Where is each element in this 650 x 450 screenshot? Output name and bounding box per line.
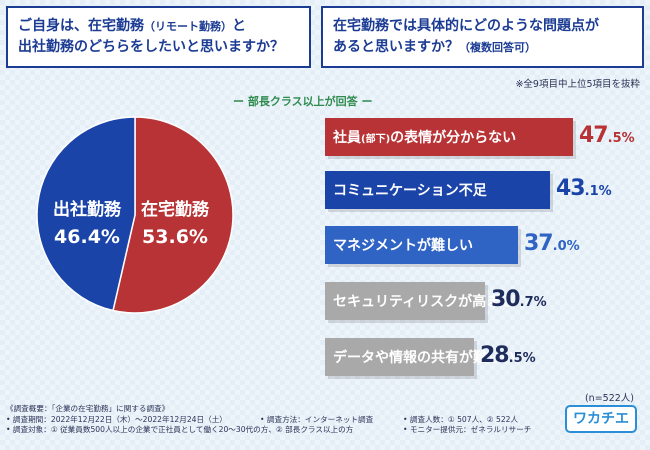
pie-slice-zaitaku xyxy=(112,116,234,314)
sample-size-note: (n=522人) xyxy=(584,393,634,404)
bar-data-sharing: データや情報の共有が難しい xyxy=(325,338,515,376)
bar-label-management: マネジメントが難しい xyxy=(333,238,473,254)
bar-value-management: 37.0% xyxy=(524,231,580,256)
question-2-paren: （複数回答可） xyxy=(459,41,536,54)
pie-value-zaitaku: 53.6% xyxy=(142,226,208,248)
bar-security: セキュリティリスクが高まる xyxy=(325,282,514,320)
bar-label-data-sharing: データや情報の共有が難しい xyxy=(333,350,515,366)
question-1-text: ご自身は、在宅勤務 xyxy=(18,18,144,34)
footer-title: 《調査概要：「企業の在宅勤務」に関する調査》 xyxy=(6,404,170,413)
pie-label-zaitaku: 在宅勤務 xyxy=(141,199,210,220)
question-1-line2: 出社勤務のどちらをしたいと思いますか？ xyxy=(18,39,284,55)
excerpt-note: ※全9項目中上位5項目を抜粋 xyxy=(515,79,640,90)
bar-value-communication: 43.1% xyxy=(556,176,612,201)
footer-count: • 調査人数：① 507人、② 522人 xyxy=(403,414,519,424)
footer-method: • 調査方法：インターネット調査 xyxy=(260,414,374,424)
footer-target: • 調査対象：① 従業員数500人以上の企業で正社員として働く20～30代の方、… xyxy=(6,425,354,434)
footer-provider: • モニター提供元：ゼネラルリサーチ xyxy=(403,425,532,434)
question-2-line2: あると思いますか？ xyxy=(333,39,459,55)
bar-value-security: 30.7% xyxy=(491,287,547,312)
footer-period: • 調査期間：2022年12月22日（木）～2022年12月24日（土） xyxy=(6,414,227,424)
question-1-text-end: と xyxy=(232,18,246,34)
respondent-label: ー 部長クラス以上が回答 ー xyxy=(233,95,373,108)
question-1-paren: （リモート勤務） xyxy=(144,20,232,33)
bar-label-security: セキュリティリスクが高まる xyxy=(333,294,515,310)
survey-footer: 《調査概要：「企業の在宅勤務」に関する調査》 • 調査期間：2022年12月22… xyxy=(6,404,566,436)
pie-label-shussha: 出社勤務 xyxy=(53,199,122,220)
bar-face-expression: 社員(部下)の表情が分からない xyxy=(325,118,573,156)
question-2-line1: 在宅勤務では具体的にどのような問題点が xyxy=(333,18,599,34)
pie-chart: 在宅勤務 53.6% 出社勤務 46.4% xyxy=(36,116,234,314)
question-box-2: 在宅勤務では具体的にどのような問題点が あると思いますか？（複数回答可） xyxy=(321,6,644,68)
bar-communication: コミュニケーション不足 xyxy=(325,171,550,209)
bar-management: マネジメントが難しい xyxy=(325,226,518,264)
bar-value-face-expression: 47.5% xyxy=(579,123,635,148)
pie-value-shussha: 46.4% xyxy=(54,226,120,248)
wakachie-logo: ワカチエ xyxy=(565,405,637,433)
question-box-1: ご自身は、在宅勤務（リモート勤務）と 出社勤務のどちらをしたいと思いますか？ xyxy=(6,6,311,68)
bar-label-communication: コミュニケーション不足 xyxy=(333,183,487,199)
bar-value-data-sharing: 28.5% xyxy=(480,343,536,368)
pie-slice-shussha xyxy=(36,116,136,312)
bar-label-face-expression: 社員(部下)の表情が分からない xyxy=(333,130,517,146)
